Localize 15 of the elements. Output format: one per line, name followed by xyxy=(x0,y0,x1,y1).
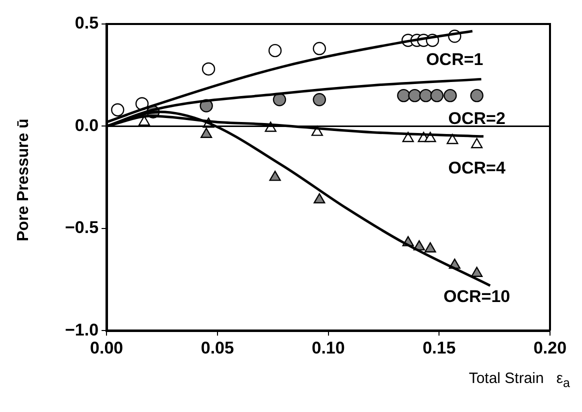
x-tick-label: 0.00 xyxy=(90,338,124,358)
series-label: OCR=2 xyxy=(448,109,506,128)
series-label: OCR=4 xyxy=(448,158,506,178)
y-tick-label: −1.0 xyxy=(65,320,99,340)
x-tick-label: 0.20 xyxy=(533,338,567,358)
y-tick-label: 0.0 xyxy=(74,116,99,135)
y-tick-label: −0.5 xyxy=(65,218,99,238)
x-axis-title: Total Strain ε$_{a}$ xyxy=(468,370,570,390)
x-tick-label: 0.15 xyxy=(422,338,456,358)
x-tick-label: 0.05 xyxy=(200,338,234,358)
series-label: OCR=1 xyxy=(426,50,484,69)
series-label: OCR=10 xyxy=(444,287,510,306)
y-tick-label: 0.5 xyxy=(74,14,99,33)
x-tick-label: 0.10 xyxy=(312,338,345,358)
y-axis-title: Pore Pressure ū xyxy=(15,118,33,242)
